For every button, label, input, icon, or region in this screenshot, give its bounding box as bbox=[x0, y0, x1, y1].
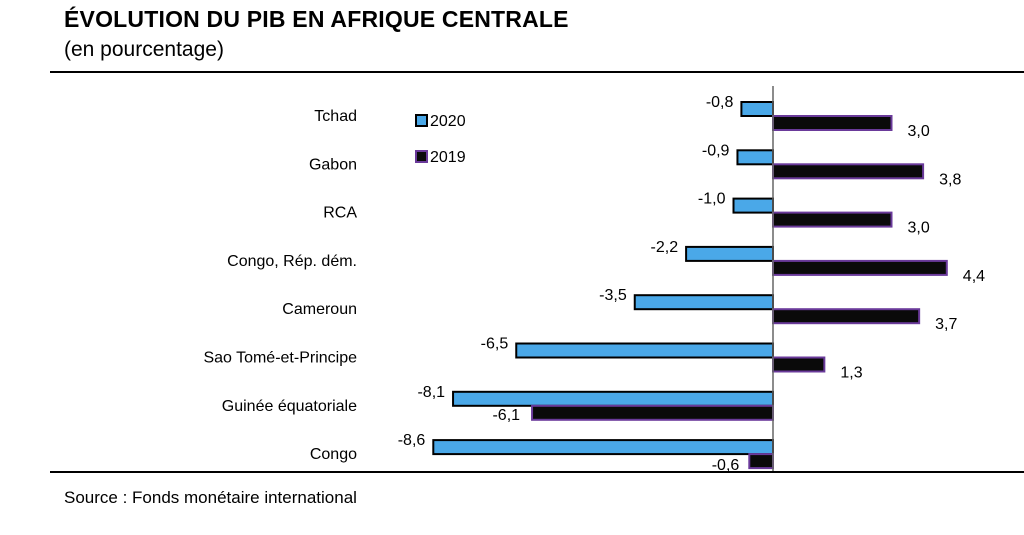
data-label-2019-congo-rep-dem: 4,4 bbox=[963, 268, 985, 285]
bar-2019-guinee-equatoriale bbox=[531, 404, 774, 421]
data-label-2019-congo: -0,6 bbox=[712, 457, 740, 474]
data-label-2020-gabon: -0,9 bbox=[702, 142, 730, 159]
data-label-2020-rca: -1,0 bbox=[698, 191, 726, 208]
category-label-cameroun: Cameroun bbox=[282, 301, 357, 318]
category-label-congo-rep-dem: Congo, Rép. dém. bbox=[227, 253, 357, 270]
legend-label-2020: 2020 bbox=[430, 113, 466, 130]
data-label-2019-sao-tome-et-principe: 1,3 bbox=[840, 365, 862, 382]
source-note: Source : Fonds monétaire international bbox=[64, 488, 357, 507]
chart-title: ÉVOLUTION DU PIB EN AFRIQUE CENTRALE bbox=[64, 6, 569, 32]
data-label-2019-cameroun: 3,7 bbox=[935, 316, 957, 333]
legend-swatch-2020 bbox=[415, 114, 428, 127]
bar-2019-gabon bbox=[772, 163, 925, 180]
bar-2020-congo-rep-dem bbox=[685, 245, 774, 262]
data-label-2020-tchad: -0,8 bbox=[706, 94, 734, 111]
legend-label-2019: 2019 bbox=[430, 149, 466, 166]
category-label-rca: RCA bbox=[323, 205, 357, 222]
data-label-2020-congo-rep-dem: -2,2 bbox=[651, 239, 679, 256]
bar-2020-guinee-equatoriale bbox=[452, 390, 774, 407]
data-label-2019-gabon: 3,8 bbox=[939, 171, 961, 188]
bar-2020-sao-tome-et-principe bbox=[515, 342, 774, 359]
bar-2019-cameroun bbox=[772, 308, 921, 325]
data-label-2020-sao-tome-et-principe: -6,5 bbox=[481, 336, 509, 353]
bar-2020-cameroun bbox=[633, 294, 774, 311]
category-label-gabon: Gabon bbox=[309, 156, 357, 173]
bar-2020-congo bbox=[432, 439, 774, 456]
bar-2019-rca bbox=[772, 211, 893, 228]
bar-2020-tchad bbox=[740, 101, 775, 117]
legend-swatch-2019 bbox=[415, 150, 428, 163]
bar-2019-congo-rep-dem bbox=[772, 259, 948, 276]
bar-2019-tchad bbox=[772, 115, 893, 131]
bar-2020-gabon bbox=[736, 149, 775, 166]
category-label-tchad: Tchad bbox=[314, 108, 357, 125]
data-label-2020-congo: -8,6 bbox=[398, 432, 426, 449]
data-label-2020-guinee-equatoriale: -8,1 bbox=[417, 384, 445, 401]
category-label-congo: Congo bbox=[310, 446, 357, 463]
category-label-guinee-equatoriale: Guinée équatoriale bbox=[222, 398, 357, 415]
data-label-2020-cameroun: -3,5 bbox=[599, 287, 627, 304]
bar-2020-rca bbox=[732, 197, 774, 214]
data-label-2019-guinee-equatoriale: -6,1 bbox=[492, 407, 520, 424]
bar-2019-sao-tome-et-principe bbox=[772, 356, 826, 373]
chart-subtitle: (en pourcentage) bbox=[64, 38, 224, 61]
top-rule bbox=[50, 71, 1024, 73]
data-label-2019-rca: 3,0 bbox=[908, 220, 930, 237]
bottom-rule bbox=[50, 471, 1024, 473]
data-label-2019-tchad: 3,0 bbox=[908, 123, 930, 140]
category-label-sao-tome-et-principe: Sao Tomé-et-Principe bbox=[203, 350, 357, 367]
bar-2019-congo bbox=[748, 453, 774, 470]
